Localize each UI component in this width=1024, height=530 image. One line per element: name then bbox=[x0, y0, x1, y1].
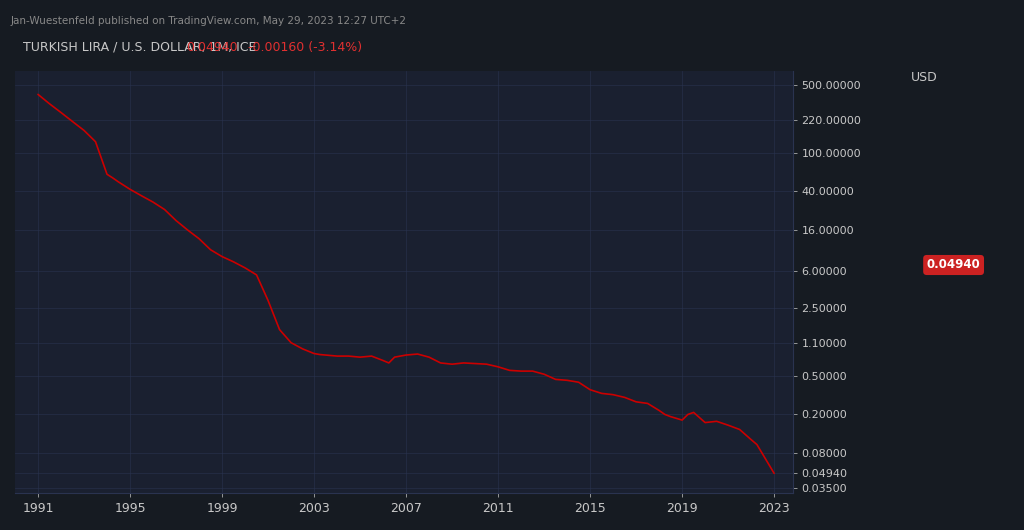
Text: 0.04940: 0.04940 bbox=[927, 259, 980, 271]
Y-axis label: USD: USD bbox=[910, 71, 937, 84]
Text: 0.04940: 0.04940 bbox=[186, 41, 238, 54]
Text: TURKISH LIRA / U.S. DOLLAR, 1M, ICE: TURKISH LIRA / U.S. DOLLAR, 1M, ICE bbox=[23, 41, 256, 54]
Text: Jan-Wuestenfeld published on TradingView.com, May 29, 2023 12:27 UTC+2: Jan-Wuestenfeld published on TradingView… bbox=[10, 16, 407, 26]
Text: -0.00160 (-3.14%): -0.00160 (-3.14%) bbox=[248, 41, 362, 54]
